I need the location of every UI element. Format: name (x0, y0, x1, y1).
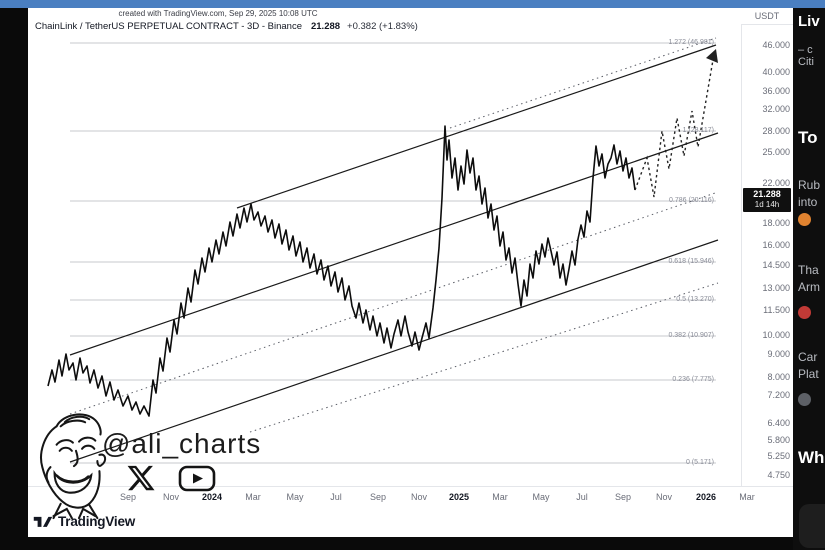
fib-lines (70, 42, 716, 464)
author-handle: @ali_charts (102, 428, 262, 459)
channel-line-low (69, 239, 719, 463)
sidebar-text-fragment[interactable]: – c (798, 44, 813, 56)
price-tick: 10.000 (762, 330, 790, 340)
price-tick: 22.000 (762, 178, 790, 188)
price-tick: 4.750 (767, 470, 790, 480)
fib-level-label: 0.236 (7.775) (672, 376, 714, 383)
time-label: Sep (614, 492, 631, 502)
attribution-text: created with TradingView.com, Sep 29, 20… (118, 9, 318, 18)
time-label: Jul (330, 492, 342, 502)
price-tick: 25.000 (762, 147, 790, 157)
time-label: May (286, 492, 304, 502)
price-tick: 11.500 (763, 305, 790, 315)
tradingview-brand-text: TradingView (58, 514, 136, 529)
price-tick: 14.500 (762, 260, 790, 270)
price-chart-svg (47, 37, 719, 464)
dotted-channel-mid (69, 191, 719, 415)
time-label: Mar (739, 492, 755, 502)
time-label: Mar (245, 492, 261, 502)
face-sketch-watermark (40, 413, 107, 520)
time-label: Mar (492, 492, 508, 502)
time-label: Sep (369, 492, 386, 502)
fib-level-label: 0 (5.171) (685, 459, 714, 466)
sidebar-headline-fragment[interactable]: To (798, 128, 818, 147)
price-tick: 5.250 (767, 451, 790, 461)
coin-badge-icon (798, 306, 811, 319)
price-axis-divider (741, 25, 742, 486)
price-tick: 13.000 (762, 283, 790, 293)
price-tick: 8.000 (767, 372, 790, 382)
price-change: +0.382 (+1.83%) (347, 21, 418, 32)
dotted-channel-top (449, 37, 717, 129)
last-price-label: 21.288 1d 14h (743, 188, 791, 212)
projection-zigzag (634, 53, 715, 198)
time-axis-divider (28, 486, 793, 487)
sidebar-text-fragment[interactable]: Tha (798, 263, 819, 277)
x-twitter-icon (127, 465, 155, 491)
time-label-year: 2026 (695, 492, 717, 502)
price-tick: 32.000 (762, 104, 790, 114)
channel-line-mid (69, 132, 719, 356)
last-price-value: 21.288 (753, 189, 781, 199)
price-tick: 28.000 (762, 126, 790, 136)
last-price: 21.288 (310, 21, 341, 32)
fib-level-label: 0.382 (10.907) (668, 332, 714, 339)
time-label: Sep (119, 492, 136, 502)
sidebar-text-fragment[interactable]: Car (798, 350, 818, 364)
symbol-title: ChainLink / TetherUS PERPETUAL CONTRACT … (35, 21, 302, 32)
sidebar-text-fragment[interactable]: into (798, 195, 818, 209)
coin-badge-icon (798, 213, 811, 226)
fib-level-label: 0.618 (15.946) (668, 258, 714, 265)
youtube-icon (178, 465, 216, 492)
dotted-channel-low (249, 282, 719, 433)
price-tick: 40.000 (762, 67, 790, 77)
symbol-header: ChainLink / TetherUS PERPETUAL CONTRACT … (35, 21, 418, 32)
time-label: May (532, 492, 550, 502)
price-tick: 46.000 (762, 40, 790, 50)
sidebar-text-fragment[interactable]: Citi (798, 56, 814, 68)
fib-level-label: 0.786 (20.116) (668, 197, 714, 204)
price-tick: 9.000 (767, 349, 790, 359)
price-tick: 7.200 (767, 390, 790, 400)
price-tick: 6.400 (767, 418, 790, 428)
news-sidebar: Liv – c Citi To Rub into Tha Arm Car Pla… (793, 8, 825, 550)
sidebar-headline-fragment[interactable]: Wh (798, 448, 825, 467)
time-label: Nov (410, 492, 427, 502)
price-tick: 36.000 (762, 86, 790, 96)
time-label: Jul (576, 492, 588, 502)
price-tick: 16.000 (762, 240, 790, 250)
sidebar-text-fragment[interactable]: Rub (798, 178, 821, 192)
tradingview-logo-icon (33, 516, 53, 527)
sidebar-headline-fragment[interactable]: Liv (798, 13, 820, 30)
top-accent-bar (0, 0, 825, 8)
sidebar-text-fragment[interactable]: Plat (798, 367, 819, 381)
time-label: Nov (655, 492, 672, 502)
bar-countdown: 1d 14h (754, 200, 780, 209)
sidebar-text-fragment[interactable]: Arm (798, 280, 820, 294)
fib-level-label: 1.272 (46.981) (668, 39, 714, 46)
fib-level-label: 0.5 (13.270) (676, 296, 714, 303)
time-label-year: 2024 (201, 492, 223, 502)
coin-badge-icon (798, 393, 811, 406)
projection-arrowhead (706, 49, 718, 63)
fib-level-label: 1 (28.117) (682, 127, 714, 134)
price-tick: 5.800 (767, 435, 790, 445)
axis-divider-top (741, 24, 793, 25)
channel-line-top (236, 44, 717, 209)
time-label: Nov (162, 492, 179, 502)
chart-image: created with TradingView.com, Sep 29, 20… (28, 8, 793, 537)
time-label-year: 2025 (448, 492, 470, 502)
quote-currency-label: USDT (754, 11, 780, 21)
tradingview-footer: TradingView (33, 513, 135, 530)
sidebar-card[interactable] (799, 504, 825, 548)
price-line (47, 125, 636, 417)
price-tick: 18.000 (762, 218, 790, 228)
